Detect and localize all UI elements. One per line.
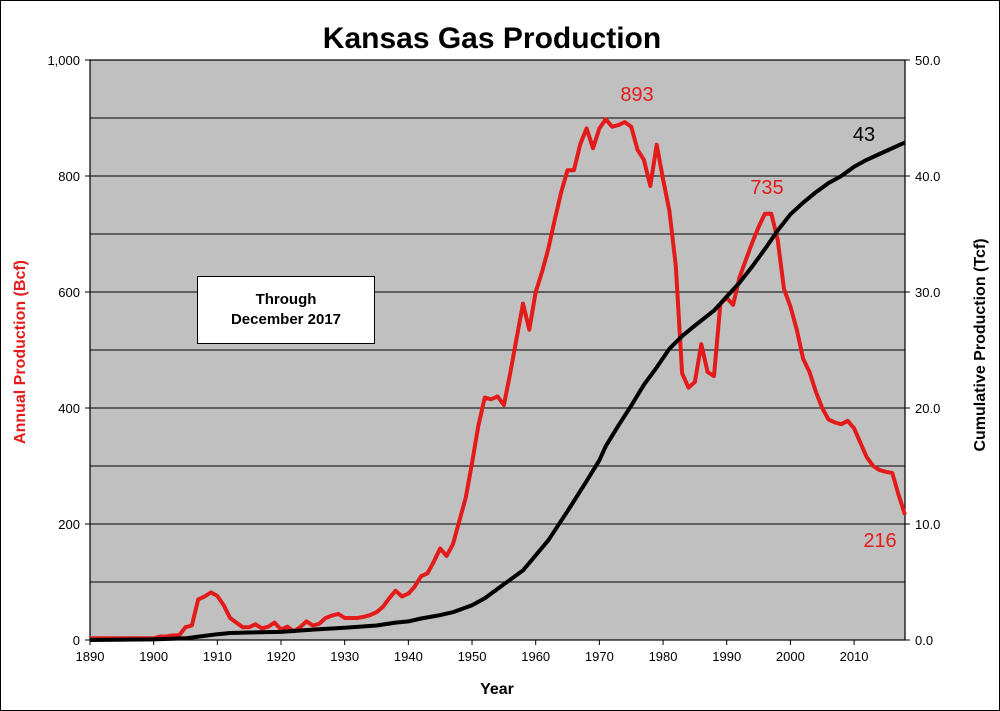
x-tick-label: 1980 xyxy=(649,649,678,664)
annual-latest-label: 216 xyxy=(863,530,896,552)
x-tick-label: 1900 xyxy=(139,649,168,664)
chart-title: Kansas Gas Production xyxy=(323,22,661,55)
left-tick-label: 200 xyxy=(58,517,80,532)
right-tick-label: 0.0 xyxy=(915,633,933,648)
x-tick-label: 1890 xyxy=(76,649,105,664)
x-tick-label: 1950 xyxy=(458,649,487,664)
left-tick-label: 800 xyxy=(58,169,80,184)
x-tick-label: 1930 xyxy=(330,649,359,664)
annotation-line-1: Through xyxy=(255,291,317,308)
x-tick-label: 1910 xyxy=(203,649,232,664)
right-axis-ticks: 0.0 10.0 20.0 30.0 40.0 50.0 xyxy=(905,53,940,648)
left-tick-label: 1,000 xyxy=(47,53,80,68)
left-tick-label: 400 xyxy=(58,401,80,416)
x-tick-label: 2000 xyxy=(776,649,805,664)
x-axis-title: Year xyxy=(480,681,514,698)
right-axis-title: Cumulative Production (Tcf) xyxy=(972,238,989,451)
cumulative-production-line xyxy=(89,140,906,642)
x-tick-label: 2010 xyxy=(840,649,869,664)
left-axis-title: Annual Production (Bcf) xyxy=(12,260,29,444)
annotation-line-2: December 2017 xyxy=(230,311,342,328)
annual-second-peak-label: 735 xyxy=(750,177,783,199)
right-tick-label: 50.0 xyxy=(915,53,940,68)
left-tick-label: 0 xyxy=(73,633,80,648)
x-tick-label: 1990 xyxy=(712,649,741,664)
annual-production-line xyxy=(90,117,907,641)
right-tick-label: 40.0 xyxy=(915,169,940,184)
x-tick-label: 1940 xyxy=(394,649,423,664)
annotation-box: Through December 2017 xyxy=(197,276,375,344)
x-tick-label: 1920 xyxy=(267,649,296,664)
right-tick-label: 20.0 xyxy=(915,401,940,416)
right-tick-label: 30.0 xyxy=(915,285,940,300)
x-axis-ticks: 1890 1900 1910 1920 1930 1940 1950 1960 1970 1980… xyxy=(76,640,869,664)
left-axis-ticks: 0 200 400 600 800 1,000 xyxy=(47,53,90,648)
cumulative-latest-label: 43 xyxy=(853,124,875,146)
x-tick-label: 1970 xyxy=(585,649,614,664)
annual-peak-label: 893 xyxy=(620,84,653,106)
left-tick-label: 600 xyxy=(58,285,80,300)
right-tick-label: 10.0 xyxy=(915,517,940,532)
x-tick-label: 1960 xyxy=(521,649,550,664)
